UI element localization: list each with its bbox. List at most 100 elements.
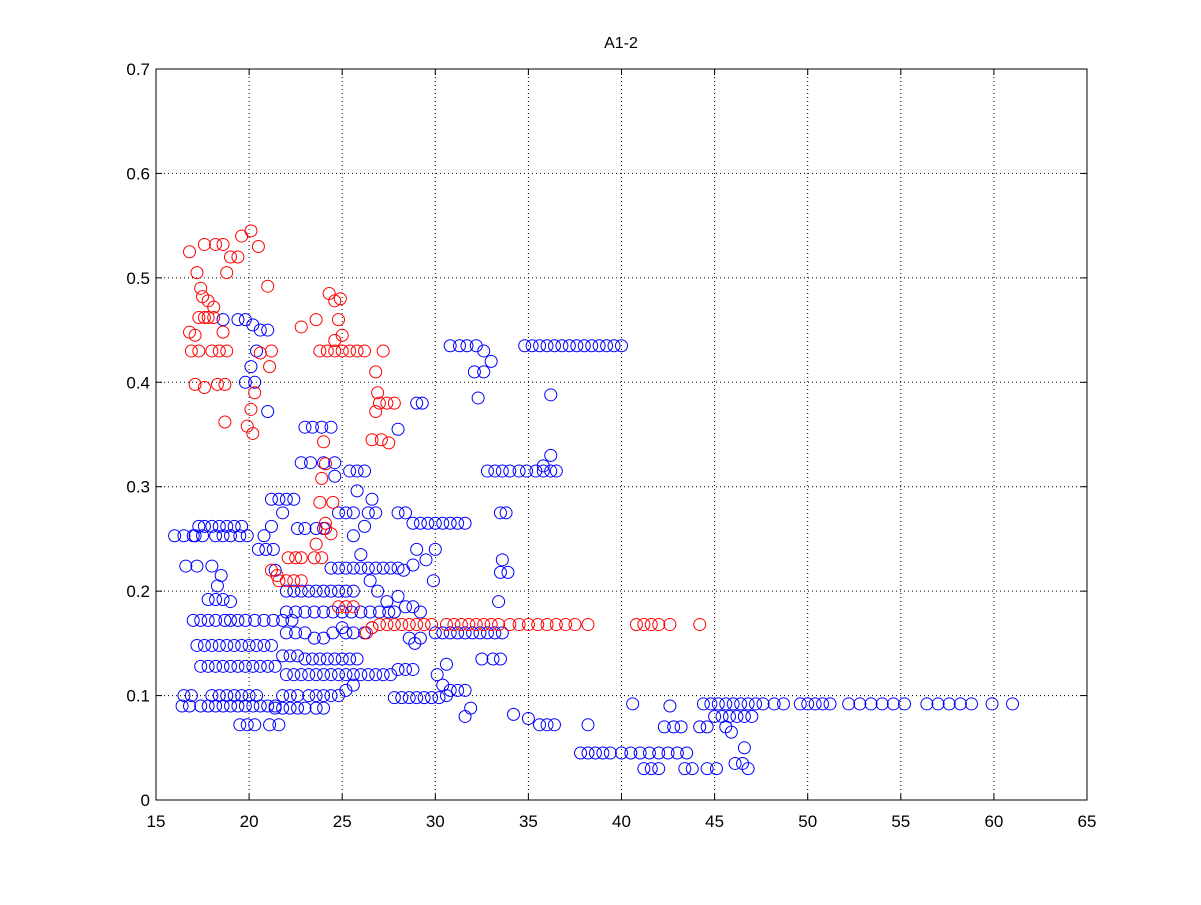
data-point xyxy=(324,689,338,703)
data-point xyxy=(175,699,189,713)
data-point xyxy=(518,339,532,353)
data-point xyxy=(484,354,498,368)
y-tick-labels: 0 0.1 0.2 0.3 0.4 0.5 0.6 0.7 xyxy=(126,60,150,810)
data-point xyxy=(430,668,444,682)
data-point xyxy=(493,652,507,666)
data-point xyxy=(793,697,807,711)
data-point xyxy=(391,589,405,603)
data-point xyxy=(210,579,224,593)
series-0 xyxy=(168,313,1020,776)
data-point xyxy=(294,551,308,565)
data-point xyxy=(218,377,232,391)
data-point xyxy=(328,294,342,308)
data-point xyxy=(544,448,558,462)
data-point xyxy=(603,746,617,760)
data-point xyxy=(637,762,651,776)
data-point xyxy=(220,638,234,652)
data-point xyxy=(205,519,219,533)
data-point xyxy=(183,245,197,259)
data-point xyxy=(287,492,301,506)
data-point xyxy=(382,436,396,450)
data-point xyxy=(328,344,342,358)
data-point xyxy=(320,344,334,358)
data-point xyxy=(886,697,900,711)
data-point xyxy=(227,519,241,533)
data-point xyxy=(380,618,394,632)
data-point xyxy=(223,659,237,673)
data-point xyxy=(711,697,725,711)
data-point xyxy=(624,746,638,760)
data-point xyxy=(343,464,357,478)
data-point xyxy=(376,561,390,575)
data-point xyxy=(354,605,368,619)
data-point xyxy=(533,718,547,732)
data-point xyxy=(898,697,912,711)
x-tick-label: 35 xyxy=(519,812,538,831)
data-point xyxy=(264,492,278,506)
data-point xyxy=(335,344,349,358)
data-point xyxy=(350,484,364,498)
data-point xyxy=(339,506,353,520)
data-point xyxy=(313,344,327,358)
data-point xyxy=(391,662,405,676)
data-point xyxy=(324,668,338,682)
data-point xyxy=(339,626,353,640)
data-point xyxy=(387,618,401,632)
data-point xyxy=(466,626,480,640)
data-point xyxy=(343,652,357,666)
data-point xyxy=(216,313,230,327)
data-point xyxy=(210,377,224,391)
data-point xyxy=(354,561,368,575)
data-point xyxy=(942,697,956,711)
data-point xyxy=(318,516,332,530)
data-point xyxy=(428,516,442,530)
data-point xyxy=(328,469,342,483)
data-point xyxy=(477,618,491,632)
data-point xyxy=(680,746,694,760)
data-point xyxy=(540,718,554,732)
data-point xyxy=(372,605,386,619)
data-point xyxy=(190,559,204,573)
data-point xyxy=(235,638,249,652)
data-point xyxy=(263,360,277,374)
data-point xyxy=(495,626,509,640)
data-point xyxy=(216,592,230,606)
data-point xyxy=(261,659,275,673)
data-point xyxy=(248,386,262,400)
data-point xyxy=(484,618,498,632)
data-point xyxy=(350,652,364,666)
y-tick-label: 0.6 xyxy=(126,164,150,183)
data-point xyxy=(585,339,599,353)
data-point xyxy=(667,720,681,734)
data-point xyxy=(279,626,293,640)
data-point xyxy=(428,626,442,640)
data-point xyxy=(343,344,357,358)
data-point xyxy=(346,506,360,520)
data-point xyxy=(384,668,398,682)
y-tick-label: 0.5 xyxy=(126,269,150,288)
data-point xyxy=(358,344,372,358)
data-point xyxy=(259,542,273,556)
data-point xyxy=(298,701,312,715)
data-point xyxy=(953,697,967,711)
data-point xyxy=(354,668,368,682)
data-point xyxy=(307,551,321,565)
data-point xyxy=(737,741,751,755)
data-point xyxy=(547,718,561,732)
x-tick-label: 30 xyxy=(426,812,445,831)
data-point xyxy=(358,464,372,478)
data-point xyxy=(216,699,230,713)
data-point xyxy=(197,519,211,533)
data-point xyxy=(168,529,182,543)
data-point xyxy=(268,701,282,715)
data-point xyxy=(464,701,478,715)
data-point xyxy=(242,638,256,652)
data-point xyxy=(313,652,327,666)
data-point xyxy=(279,605,293,619)
data-point xyxy=(309,668,323,682)
data-point xyxy=(240,529,254,543)
data-point xyxy=(261,699,275,713)
data-point xyxy=(391,422,405,436)
data-point xyxy=(529,464,543,478)
